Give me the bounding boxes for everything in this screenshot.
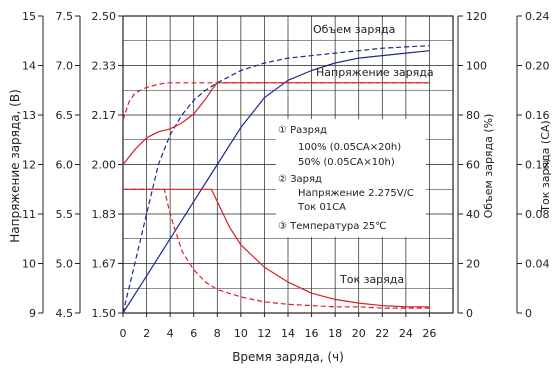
x-tick-label: 24 <box>399 327 413 340</box>
annotation-line-4: ② Заряд <box>278 174 322 185</box>
x-tick-label: 18 <box>328 327 342 340</box>
x-tick-label: 22 <box>375 327 389 340</box>
tick-label-volt-12v: 12 <box>22 159 36 172</box>
annotation-line-3: 50% (0.05CA×10h) <box>298 157 395 168</box>
x-axis-title: Время заряда, (ч) <box>232 350 344 364</box>
annotation-background <box>276 119 426 237</box>
tick-label-capacity: 20 <box>466 258 480 271</box>
x-tick-label: 0 <box>120 327 127 340</box>
capacity-curve-label: Объем заряда <box>313 23 395 36</box>
tick-label-volt-cell: 1.67 <box>92 258 117 271</box>
x-tick-label: 16 <box>305 327 319 340</box>
tick-label-current: 0.12 <box>525 159 550 172</box>
annotation-line-5: Напряжение 2.275V/C <box>298 188 414 199</box>
tick-label-volt-6v: 7.5 <box>56 10 74 23</box>
tick-label-volt-6v: 7.0 <box>56 60 74 73</box>
annotation-line-1: ① Разряд <box>278 125 327 136</box>
tick-label-volt-12v: 15 <box>22 10 36 23</box>
tick-label-capacity: 40 <box>466 208 480 221</box>
series-line-5 <box>123 188 430 308</box>
tick-label-volt-6v: 6.0 <box>56 159 74 172</box>
series-line-1 <box>122 50 430 314</box>
tick-label-volt-cell: 2.00 <box>92 159 117 172</box>
tick-label-volt-cell: 1.50 <box>92 307 117 320</box>
tick-label-volt-6v: 5.5 <box>56 208 74 221</box>
curve-labels: Объем заряда Напряжение заряда Ток заряд… <box>313 23 434 286</box>
tick-label-volt-12v: 11 <box>22 208 36 221</box>
tick-label-volt-6v: 5.0 <box>56 258 74 271</box>
tick-label-capacity: 80 <box>466 109 480 122</box>
tick-label-current: 0.24 <box>525 10 550 23</box>
tick-label-capacity: 0 <box>466 307 473 320</box>
tick-label-volt-12v: 14 <box>22 60 36 73</box>
current-curve-label: Ток заряда <box>339 273 404 286</box>
x-tick-label: 8 <box>214 327 221 340</box>
tick-label-current: 0 <box>525 307 532 320</box>
tick-label-capacity: 100 <box>466 60 487 73</box>
tick-label-volt-6v: 4.5 <box>56 307 74 320</box>
series-lines <box>122 45 430 314</box>
tick-label-volt-6v: 6.5 <box>56 109 74 122</box>
x-tick-label: 14 <box>281 327 295 340</box>
x-tick-label: 10 <box>234 327 248 340</box>
tick-label-current: 0.20 <box>525 60 550 73</box>
series-line-3 <box>122 82 430 165</box>
axes: 9 10 11 12 13 14 15 4.5 5.0 5.5 6.0 6.5 7.0 7.5 1.50 1.… <box>22 10 550 340</box>
x-tick-label: 4 <box>167 327 174 340</box>
annotation-line-2: 100% (0.05CA×20h) <box>298 142 401 153</box>
voltage-curve-label: Напряжение заряда <box>316 66 434 79</box>
x-tick-label: 20 <box>352 327 366 340</box>
tick-label-current: 0.04 <box>525 258 550 271</box>
tick-label-current: 0.16 <box>525 109 550 122</box>
tick-label-volt-12v: 9 <box>29 307 36 320</box>
tick-label-volt-12v: 13 <box>22 109 36 122</box>
tick-label-volt-cell: 2.50 <box>92 10 117 23</box>
annotation-box: ① Разряд 100% (0.05CA×20h) 50% (0.05CA×1… <box>276 119 426 237</box>
annotation-line-6: Ток 01CA <box>297 202 346 213</box>
x-tick-label: 2 <box>143 327 150 340</box>
current-axis-title: Ток заряда (СА) <box>539 120 552 212</box>
series-line-4 <box>122 82 430 121</box>
capacity-axis-title: Объем заряда (%) <box>482 114 495 219</box>
tick-label-volt-cell: 1.83 <box>92 208 117 221</box>
tick-label-volt-cell: 2.17 <box>92 109 117 122</box>
annotation-line-7: ③ Температура 25℃ <box>278 221 386 232</box>
left-axis-title: Напряжение заряда, (В) <box>8 89 22 243</box>
tick-label-volt-12v: 10 <box>22 258 36 271</box>
tick-label-current: 0.08 <box>525 208 550 221</box>
x-tick-label: 26 <box>422 327 436 340</box>
tick-label-capacity: 60 <box>466 159 480 172</box>
tick-label-volt-cell: 2.33 <box>92 60 117 73</box>
x-tick-label: 6 <box>190 327 197 340</box>
series-line-2 <box>122 45 430 314</box>
tick-label-capacity: 120 <box>466 10 487 23</box>
x-tick-label: 12 <box>257 327 271 340</box>
series-line-6 <box>123 188 430 309</box>
